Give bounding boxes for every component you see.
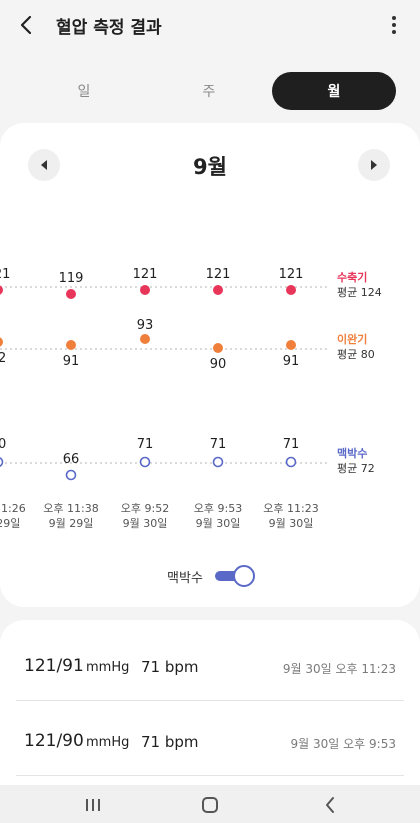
records-list: 121/91 mmHg 71 bpm 9월 30일 오후 11:23 121/9… [0,620,420,785]
diastolic-point [66,340,76,350]
record-time: 9월 30일 오후 9:53 [290,737,396,751]
value-label: 92 [0,351,6,366]
systolic-point [66,289,76,299]
value-label: 71 [137,437,154,452]
series-average-label: 평균 124 [337,286,382,299]
x-date-label: 9월 30일 [196,516,241,530]
value-label: 121 [0,267,10,282]
value-label: 121 [279,267,304,282]
systolic-point [213,285,223,295]
period-tabs: 일 주 월 [20,72,400,110]
x-time-label: 오후 9:52 [121,502,169,515]
series-name-label: 이완기 [337,332,367,346]
value-label: 66 [63,452,80,467]
diastolic-point [213,343,223,353]
tab-day[interactable]: 일 [77,84,91,100]
x-date-label: 9월 29일 [49,516,94,530]
value-label: 121 [206,267,231,282]
systolic-point [286,285,296,295]
triangle-right-icon [371,160,377,170]
x-date-label: 9월 30일 [123,516,168,530]
system-back-button[interactable] [310,791,350,819]
value-label: 121 [133,267,158,282]
value-label: 71 [210,437,227,452]
diastolic-point [0,337,3,347]
month-title: 9월 [193,155,227,179]
app-header: 혈압 측정 결과 [0,0,420,52]
prev-month-button[interactable] [28,149,60,181]
diastolic-point [286,340,296,350]
more-options-button[interactable] [388,12,400,38]
value-label: 119 [59,271,84,286]
record-bp: 121/91 [24,656,84,676]
value-label: 70 [0,437,6,452]
value-label: 71 [283,437,300,452]
pulse-point [285,456,297,468]
record-row[interactable]: 121/91 mmHg 71 bpm 9월 30일 오후 11:23 [16,626,404,701]
more-vertical-icon [392,16,396,20]
x-time-label: 오후 11:23 [263,502,318,515]
diastolic-point [140,334,150,344]
x-time-label: 오후 11:26 [0,502,26,515]
record-unit: mmHg [86,735,130,750]
x-time-label: 오후 9:53 [194,502,242,515]
record-row[interactable]: 121/90 mmHg 71 bpm 9월 30일 오후 9:53 [16,701,404,776]
systolic-point [0,285,3,295]
tab-month[interactable]: 월 [272,72,396,110]
record-bp: 121/90 [24,731,84,751]
back-arrow-icon [326,797,334,813]
triangle-left-icon [41,160,47,170]
pulse-point [139,456,151,468]
record-pulse: 71 bpm [141,658,199,676]
pulse-point [0,457,4,467]
value-label: 93 [137,318,154,333]
tab-week[interactable]: 주 [202,84,216,100]
x-time-label: 오후 11:38 [43,502,98,515]
recent-apps-icon [86,799,100,811]
pulse-toggle-label: 맥박수 [167,570,203,586]
x-date-label: 9월 29일 [0,516,20,530]
record-time: 9월 30일 오후 11:23 [282,662,396,676]
system-nav-bar [0,785,420,823]
value-label: 91 [283,354,300,369]
systolic-point [140,285,150,295]
series-name-label: 수축기 [337,270,367,284]
record-unit: mmHg [86,660,130,675]
home-icon [202,797,218,813]
pulse-point [212,456,224,468]
pulse-toggle-switch[interactable] [214,565,255,587]
recent-apps-button[interactable] [73,791,113,819]
pulse-point [65,469,77,481]
value-label: 91 [63,354,80,369]
pulse-toggle-row: 맥박수 [0,565,420,587]
series-average-label: 평균 72 [337,462,375,475]
home-button[interactable] [190,791,230,819]
chevron-left-icon [20,15,32,35]
page-title: 혈압 측정 결과 [56,18,162,38]
series-name-label: 맥박수 [337,446,367,460]
series-average-label: 평균 80 [337,348,375,361]
value-label: 90 [210,357,227,372]
record-pulse: 71 bpm [141,733,199,751]
next-month-button[interactable] [358,149,390,181]
x-date-label: 9월 30일 [269,516,314,530]
back-button[interactable] [12,10,40,40]
